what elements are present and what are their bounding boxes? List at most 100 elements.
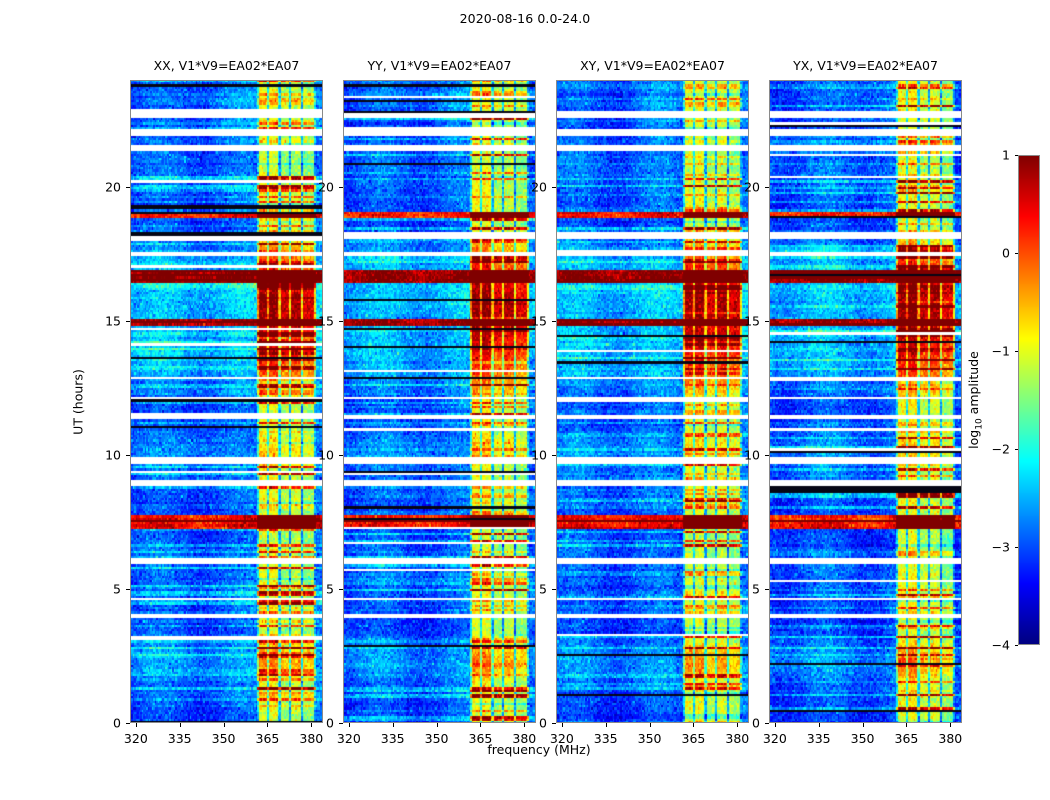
y-tick: [339, 455, 343, 457]
x-tick-label: 380: [725, 731, 750, 746]
y-tick-label: 5: [539, 581, 547, 597]
x-tick-label: 320: [123, 731, 148, 746]
y-tick: [339, 187, 343, 189]
x-tick-label: 320: [762, 731, 787, 746]
colorbar-frame: [1018, 155, 1040, 645]
x-tick-label: 380: [299, 731, 324, 746]
x-tick: [524, 723, 526, 727]
panel-title-yy: YY, V1*V9=EA02*EA07: [367, 58, 512, 73]
x-tick: [561, 723, 563, 727]
y-tick: [765, 455, 769, 457]
y-tick: [765, 589, 769, 591]
waterfall-image-xx: [130, 80, 323, 723]
y-tick: [552, 321, 556, 323]
y-tick-label: 10: [531, 447, 547, 463]
y-tick-label: 20: [531, 179, 547, 195]
y-tick: [339, 723, 343, 724]
x-tick-label: 380: [512, 731, 537, 746]
y-axis-label: UT (hours): [70, 369, 86, 435]
x-tick-label: 350: [637, 731, 662, 746]
x-tick-label: 365: [681, 731, 706, 746]
y-tick-label: 5: [326, 581, 334, 597]
waterfall-image-yy: [343, 80, 536, 723]
colorbar-tick: [1015, 351, 1018, 352]
y-tick: [552, 187, 556, 189]
y-tick-label: 15: [105, 313, 121, 329]
x-tick: [818, 723, 820, 727]
panel-title-xx: XX, V1*V9=EA02*EA07: [153, 58, 300, 73]
y-tick: [765, 723, 769, 724]
colorbar-tick: [1015, 155, 1018, 156]
y-tick: [126, 455, 130, 457]
colorbar-gradient: [1018, 155, 1040, 645]
x-tick: [774, 723, 776, 727]
y-tick: [126, 723, 130, 724]
x-tick-label: 335: [380, 731, 405, 746]
x-tick: [436, 723, 438, 727]
axes-frame-yx: [769, 80, 962, 723]
x-tick-label: 350: [211, 731, 236, 746]
y-tick-label: 0: [539, 715, 547, 731]
y-tick-label: 10: [318, 447, 334, 463]
panel-title-yx: YX, V1*V9=EA02*EA07: [793, 58, 938, 73]
x-tick: [179, 723, 181, 727]
x-tick-label: 350: [424, 731, 449, 746]
y-tick-label: 10: [105, 447, 121, 463]
colorbar-tick: [1015, 253, 1018, 254]
y-tick-label: 15: [531, 313, 547, 329]
x-tick: [906, 723, 908, 727]
y-tick-label: 20: [318, 179, 334, 195]
figure-suptitle: 2020-08-16 0.0-24.0: [459, 11, 591, 26]
colorbar-tick-label: −3: [991, 539, 1010, 555]
x-tick: [693, 723, 695, 727]
y-tick-label: 20: [105, 179, 121, 195]
x-tick-label: 380: [938, 731, 963, 746]
x-axis-label: frequency (MHz): [487, 742, 591, 757]
y-tick: [339, 589, 343, 591]
y-tick: [765, 187, 769, 189]
y-tick: [339, 321, 343, 323]
colorbar-label-base: log: [965, 429, 981, 449]
x-tick: [480, 723, 482, 727]
y-tick-label: 20: [744, 179, 760, 195]
x-tick-label: 335: [593, 731, 618, 746]
axes-frame-yy: [343, 80, 536, 723]
panel-title-xy: XY, V1*V9=EA02*EA07: [580, 58, 725, 73]
colorbar-tick-label: −2: [991, 441, 1010, 457]
colorbar-tick: [1015, 645, 1018, 646]
x-tick-label: 365: [468, 731, 493, 746]
x-tick: [311, 723, 313, 727]
x-tick: [649, 723, 651, 727]
x-tick: [862, 723, 864, 727]
y-tick-label: 15: [318, 313, 334, 329]
x-tick: [605, 723, 607, 727]
x-tick-label: 335: [167, 731, 192, 746]
y-tick-label: 0: [326, 715, 334, 731]
x-tick-label: 350: [850, 731, 875, 746]
x-tick: [267, 723, 269, 727]
y-tick-label: 10: [744, 447, 760, 463]
panel-xy: XY, V1*V9=EA02*EA07 320 335 350 365 380 0 5 10 15…: [531, 58, 749, 746]
y-tick: [126, 321, 130, 323]
x-tick-label: 365: [255, 731, 280, 746]
colorbar-tick-label: 0: [1002, 245, 1010, 261]
waterfall-image-xy: [556, 80, 749, 723]
y-tick: [126, 187, 130, 189]
x-tick: [737, 723, 739, 727]
y-tick: [765, 321, 769, 323]
x-tick-label: 320: [549, 731, 574, 746]
panel-xx: XX, V1*V9=EA02*EA07 320 335 350 365 380 0 5 10 15…: [105, 58, 323, 746]
axes-frame-xy: [556, 80, 749, 723]
colorbar-tick: [1015, 547, 1018, 548]
y-tick-label: 0: [113, 715, 121, 731]
colorbar: −4 −3 −2 −1 0 1: [992, 148, 1040, 653]
x-tick-label: 335: [806, 731, 831, 746]
colorbar-label: log10 amplitude: [966, 351, 985, 449]
panel-yy: YY, V1*V9=EA02*EA07 320 335 350 365 380 0 5 10 15…: [318, 58, 536, 746]
colorbar-label-tail: amplitude: [965, 351, 981, 419]
axes-frame-xx: [130, 80, 323, 723]
waterfall-image-yx: [769, 80, 962, 723]
y-tick: [552, 723, 556, 724]
y-tick: [552, 455, 556, 457]
